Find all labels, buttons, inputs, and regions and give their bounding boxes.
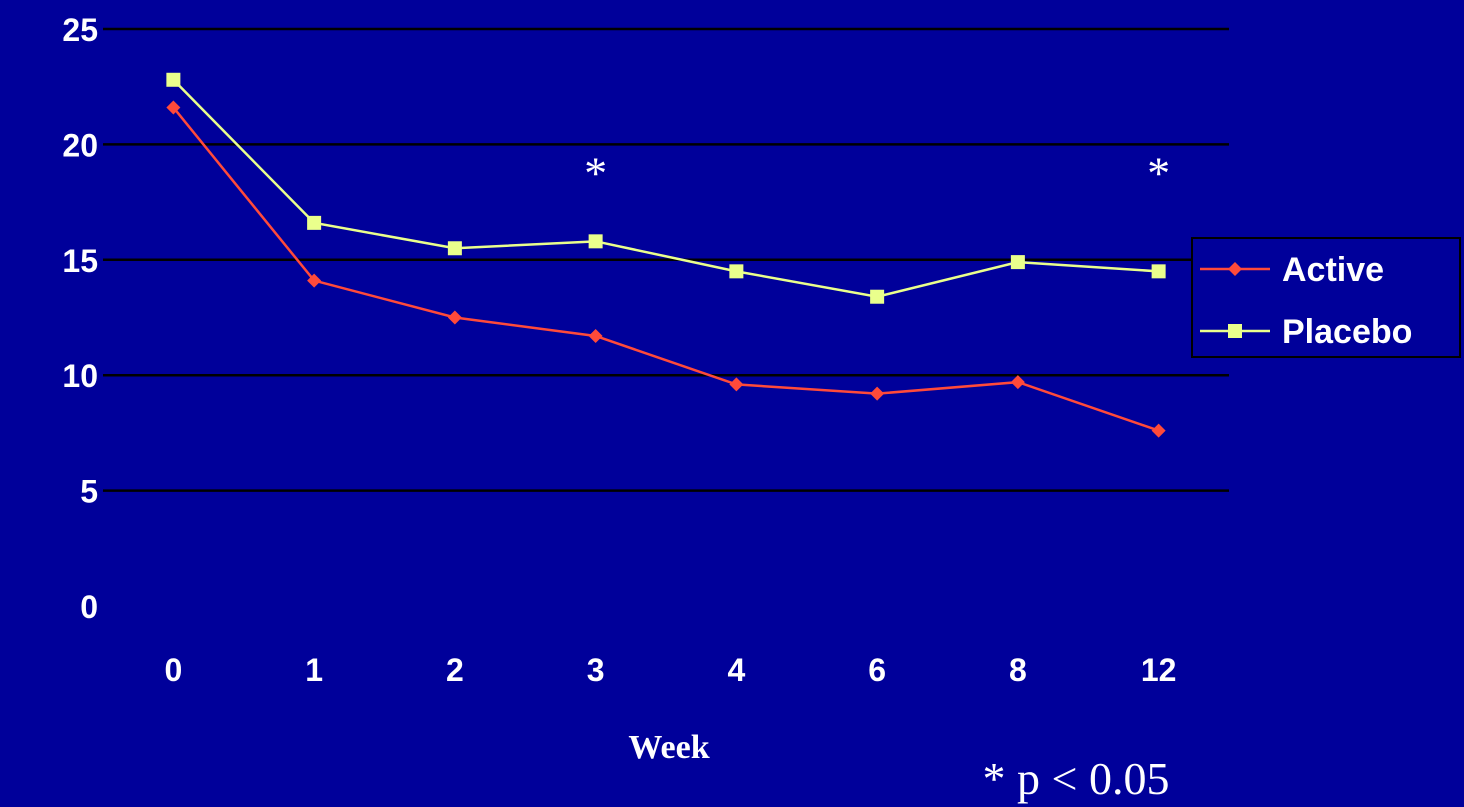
- x-tick-label: 8: [1009, 652, 1027, 688]
- x-tick-label: 3: [587, 652, 605, 688]
- significance-marker: *: [1147, 147, 1170, 198]
- x-tick-label: 2: [446, 652, 464, 688]
- x-tick-label: 0: [164, 652, 182, 688]
- gridlines: [103, 27, 1229, 492]
- data-point-square: [447, 241, 462, 256]
- data-point-diamond: [447, 310, 462, 325]
- series-line: [172, 78, 1159, 299]
- data-point-diamond: [307, 273, 322, 288]
- x-tick-label: 4: [727, 652, 745, 688]
- y-tick-label: 0: [80, 589, 98, 625]
- legend: Active Placebo: [1191, 237, 1461, 358]
- legend-item-placebo: Placebo: [1200, 313, 1412, 351]
- legend-label: Active: [1282, 251, 1384, 289]
- data-point-square: [1151, 264, 1166, 279]
- footnote: * p < 0.05: [983, 753, 1170, 804]
- series-active: [166, 100, 1166, 438]
- data-point-diamond: [166, 100, 181, 115]
- series-line: [172, 106, 1160, 432]
- data-point-diamond: [588, 328, 603, 343]
- series: [166, 72, 1166, 438]
- x-tick-label: 1: [305, 652, 323, 688]
- data-point-square: [307, 215, 322, 230]
- data-point-square: [166, 72, 181, 87]
- data-point-diamond: [1151, 423, 1166, 438]
- data-point-diamond: [729, 377, 744, 392]
- legend-label: Placebo: [1282, 313, 1412, 351]
- y-tick-label: 10: [62, 358, 98, 394]
- annotations: * *: [584, 147, 1170, 198]
- y-tick-label: 25: [62, 12, 98, 48]
- data-point-diamond: [870, 386, 885, 401]
- x-tick-label: 12: [1141, 652, 1177, 688]
- x-axis-label: Week: [628, 729, 709, 766]
- significance-marker: *: [584, 147, 607, 198]
- series-placebo: [166, 72, 1166, 304]
- x-axis-ticks: 0 1 2 3 4 6 8 12: [164, 652, 1176, 688]
- y-tick-label: 5: [80, 474, 98, 510]
- legend-item-active: Active: [1200, 251, 1384, 289]
- data-point-square: [1010, 255, 1025, 270]
- data-point-square: [729, 264, 744, 279]
- data-point-diamond: [1228, 262, 1242, 276]
- x-tick-label: 6: [868, 652, 886, 688]
- data-point-square: [1228, 324, 1242, 338]
- y-tick-label: 20: [62, 127, 98, 163]
- data-point-square: [870, 289, 885, 304]
- data-point-diamond: [1010, 375, 1025, 390]
- y-tick-label: 15: [62, 243, 98, 279]
- y-axis-ticks: 0 5 10 15 20 25: [62, 12, 98, 625]
- data-point-square: [588, 234, 603, 249]
